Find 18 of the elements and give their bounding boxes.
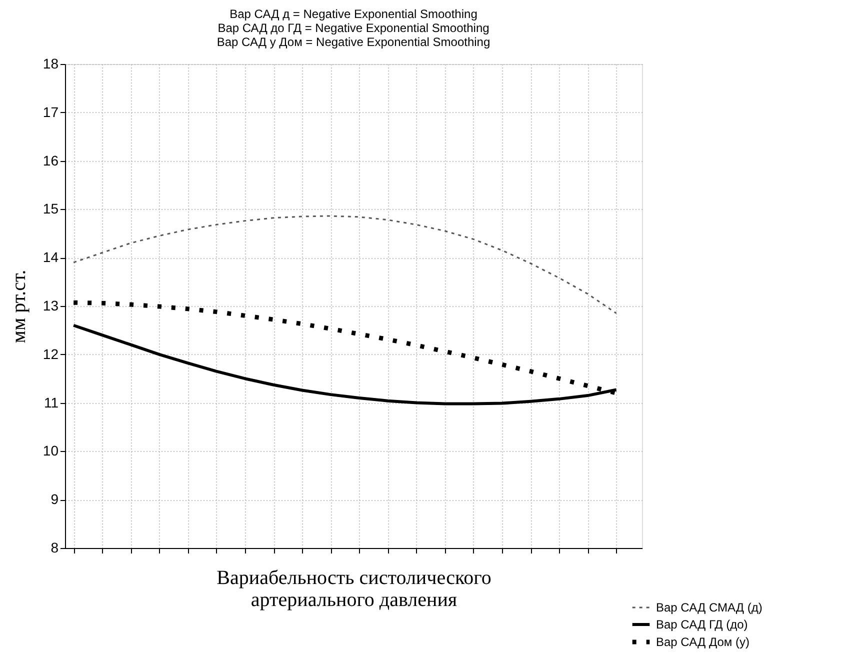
y-tick-label: 13 bbox=[42, 298, 59, 314]
legend-label: Вар САД СМАД (д) bbox=[656, 600, 762, 614]
y-tick-label: 14 bbox=[42, 249, 59, 266]
y-tick-label: 10 bbox=[42, 442, 59, 459]
line-series bbox=[72, 215, 618, 314]
y-tick-label: 15 bbox=[42, 200, 59, 217]
y-tick-label: 17 bbox=[42, 104, 59, 120]
legend-label: Вар САД Дом (у) bbox=[656, 635, 750, 649]
y-tick-label: 18 bbox=[42, 56, 59, 72]
x-axis-title: Вариабельность систолического артериального давления bbox=[216, 567, 492, 611]
chart-title: Вар САД д = Negative Exponential Smoothing Вар САД до ГД = Negative Exponential Smoothing Вар САД у Дом = Negative Exponential Smoothing bbox=[216, 7, 490, 49]
y-tick-label: 8 bbox=[50, 540, 59, 556]
y-tick-label: 11 bbox=[44, 394, 59, 410]
y-axis-title: мм рт.ст. bbox=[8, 270, 30, 344]
y-tick-label: 9 bbox=[50, 491, 59, 508]
y-tick-label: 16 bbox=[42, 152, 59, 168]
legend-label: Вар САД ГД (до) bbox=[656, 618, 748, 632]
y-tick-label: 12 bbox=[42, 346, 59, 362]
